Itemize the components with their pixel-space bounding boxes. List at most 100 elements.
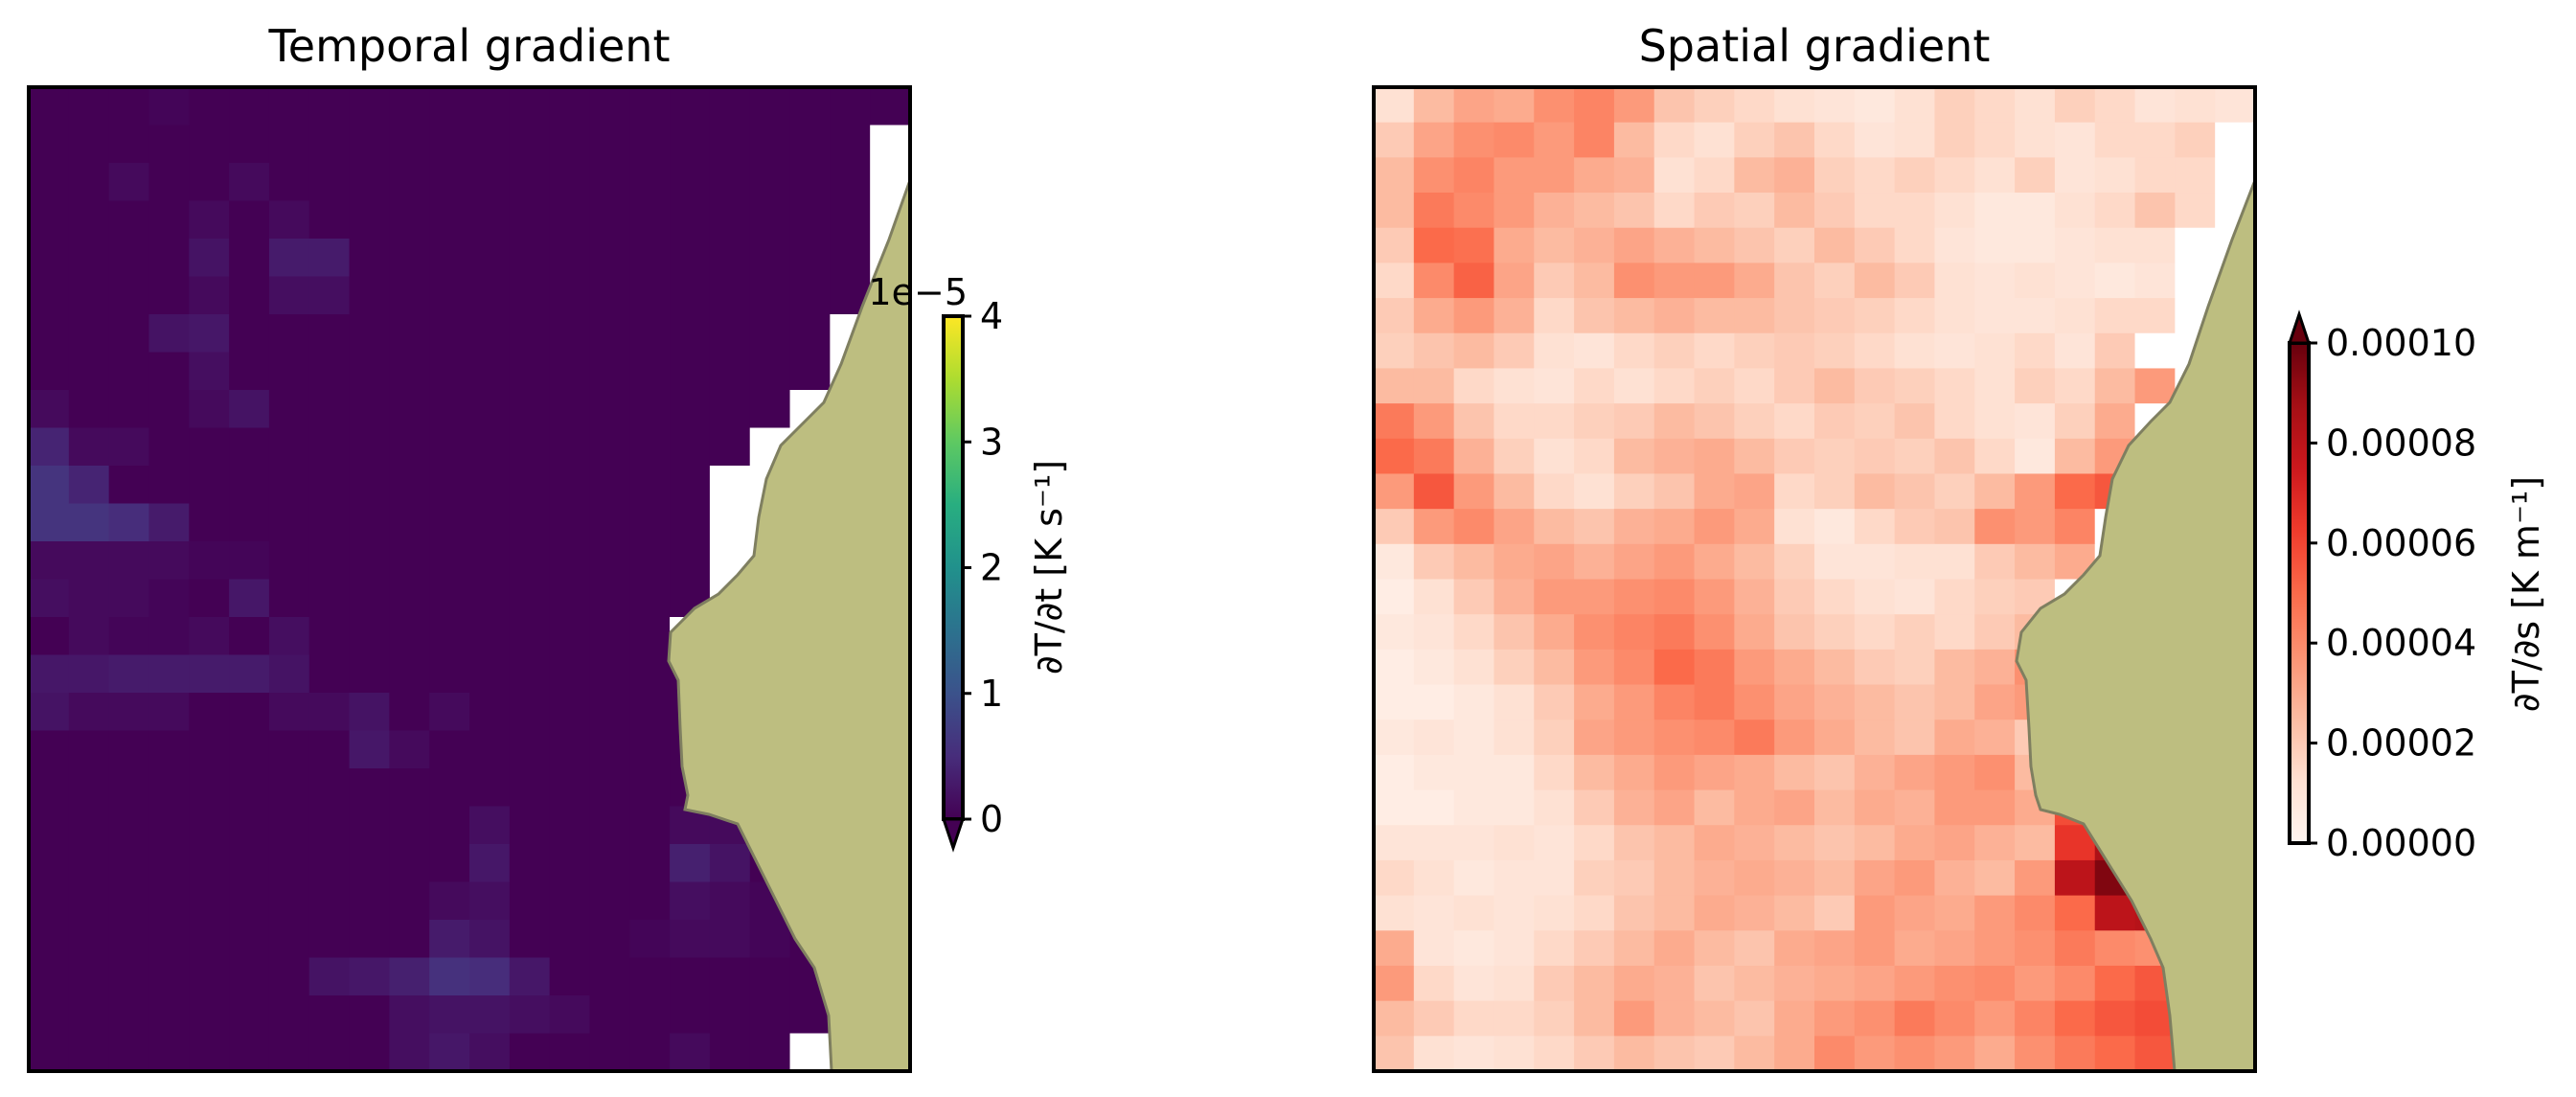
heatmap-cell <box>189 1033 230 1071</box>
heatmap-cell <box>1413 649 1455 686</box>
heatmap-cell <box>1734 543 1775 581</box>
heatmap-cell <box>1854 403 1896 440</box>
heatmap-cell <box>108 87 150 126</box>
heatmap-cell <box>509 503 551 542</box>
heatmap-cell <box>629 276 671 315</box>
heatmap-cell <box>308 579 351 618</box>
heatmap-cell <box>549 466 591 505</box>
heatmap-cell <box>389 276 430 315</box>
heatmap-cell <box>1574 227 1615 263</box>
heatmap-cell <box>389 314 430 354</box>
heatmap-cell <box>509 390 551 429</box>
heatmap-cell <box>1574 965 1615 1002</box>
heatmap-cell <box>108 503 150 542</box>
heatmap-cell <box>2054 157 2096 194</box>
heatmap-cell <box>189 163 230 202</box>
heatmap-cell <box>148 87 190 126</box>
heatmap-cell <box>709 995 751 1035</box>
heatmap-cell <box>148 503 190 542</box>
heatmap-cell <box>1453 825 1495 861</box>
heatmap-cell <box>1814 1036 1856 1071</box>
heatmap-cell <box>148 806 190 845</box>
heatmap-cell <box>229 579 270 618</box>
heatmap-cell <box>469 427 511 467</box>
heatmap-cell <box>148 1033 190 1071</box>
heatmap-cell <box>1694 157 1735 194</box>
heatmap-cell <box>108 579 150 618</box>
heatmap-cell <box>789 200 831 240</box>
heatmap-cell <box>268 466 310 505</box>
heatmap-cell <box>1694 1036 1735 1071</box>
heatmap-cell <box>1653 438 1696 475</box>
heatmap-cell <box>549 617 591 656</box>
heatmap-cell <box>268 920 310 959</box>
heatmap-cell <box>308 617 351 656</box>
heatmap-cell <box>108 617 150 656</box>
heatmap-cell <box>1694 543 1735 581</box>
heatmap-cell <box>549 503 591 542</box>
heatmap-cell <box>308 768 351 808</box>
heatmap-cell <box>349 87 390 126</box>
heatmap-cell <box>1934 895 1975 931</box>
heatmap-cell <box>29 881 70 921</box>
heatmap-cell <box>749 995 791 1035</box>
heatmap-cell <box>148 239 190 278</box>
heatmap-cell <box>589 239 630 278</box>
heatmap-cell <box>1734 122 1775 158</box>
heatmap-cell <box>229 314 270 354</box>
heatmap-cell <box>2094 1000 2136 1037</box>
heatmap-cell <box>670 352 711 391</box>
heatmap-cell <box>1493 543 1535 581</box>
heatmap-cell <box>389 995 430 1035</box>
heatmap-cell <box>1694 965 1735 1002</box>
heatmap-cell <box>148 427 190 467</box>
heatmap-cell <box>1974 227 2016 263</box>
heatmap-cell <box>549 806 591 845</box>
heatmap-cell <box>1374 368 1415 404</box>
heatmap-cell <box>349 427 390 467</box>
heatmap-cell <box>2054 122 2096 158</box>
heatmap-cell <box>1774 122 1815 158</box>
heatmap-cell <box>2015 122 2056 158</box>
heatmap-cell <box>1453 473 1495 510</box>
heatmap-cell <box>29 125 70 164</box>
heatmap-cell <box>389 125 430 164</box>
heatmap-cell <box>1934 930 1975 967</box>
heatmap-cell <box>469 125 511 164</box>
heatmap-cell <box>1613 438 1655 475</box>
heatmap-cell <box>1974 332 2016 370</box>
heatmap-cell <box>1974 1000 2016 1037</box>
spatial-colorbar-tick-label: 0.00000 <box>2326 822 2476 864</box>
heatmap-cell <box>1453 649 1495 686</box>
heatmap-cell <box>709 163 751 202</box>
heatmap-cell <box>1653 965 1696 1002</box>
heatmap-cell <box>1894 543 1936 581</box>
heatmap-cell <box>1814 614 1856 651</box>
temporal-colorbar-tick-label: 3 <box>980 421 1003 463</box>
heatmap-cell <box>349 995 390 1035</box>
heatmap-cell <box>509 957 551 996</box>
heatmap-cell <box>108 390 150 429</box>
heatmap-cell <box>1934 720 1975 756</box>
heatmap-cell <box>1854 332 1896 370</box>
heatmap-cell <box>1574 649 1615 686</box>
heatmap-cell <box>268 730 310 769</box>
heatmap-cell <box>1854 438 1896 475</box>
heatmap-cell <box>429 87 470 126</box>
heatmap-cell <box>29 200 70 240</box>
heatmap-cell <box>229 730 270 769</box>
heatmap-cell <box>1814 438 1856 475</box>
heatmap-cell <box>229 654 270 694</box>
temporal-heatmap <box>29 87 910 1071</box>
heatmap-cell <box>629 844 671 883</box>
heatmap-cell <box>1374 579 1415 615</box>
heatmap-cell <box>68 314 110 354</box>
heatmap-cell <box>1653 754 1696 791</box>
heatmap-cell <box>2094 87 2136 124</box>
heatmap-cell <box>1734 895 1775 931</box>
heatmap-cell <box>1854 930 1896 967</box>
heatmap-cell <box>1574 509 1615 545</box>
heatmap-cell <box>1694 87 1735 124</box>
heatmap-cell <box>629 995 671 1035</box>
heatmap-cell <box>1814 403 1856 440</box>
